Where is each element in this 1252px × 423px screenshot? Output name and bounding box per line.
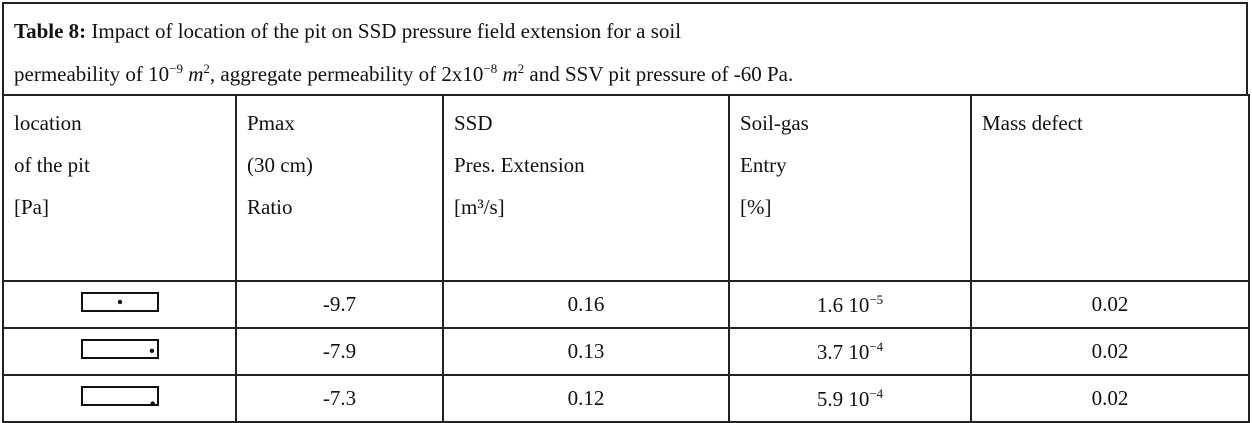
header-text: Soil-gas [740, 111, 809, 135]
data-cell: 0.12 [442, 374, 730, 423]
header-text: [%] [740, 195, 772, 219]
caption-text: and SSV pit pressure of -60 Pa. [524, 62, 794, 86]
caption: Table 8: Impact of location of the pit o… [2, 2, 1248, 94]
header-text: [Pa] [14, 195, 49, 219]
caption-line: permeability of 10−9 m2, aggregate perme… [14, 50, 1236, 93]
caption-line: Table 8: Impact of location of the pit o… [14, 12, 1236, 50]
caption-text: , aggregate permeability of 2x10 [209, 62, 484, 86]
header-text: Mass defect [982, 111, 1083, 135]
header-text: Ratio [247, 195, 293, 219]
data-cell: 0.02 [970, 280, 1250, 329]
caption-text: permeability of 10 [14, 62, 170, 86]
header-text: Pres. Extension [454, 153, 585, 177]
pit-icon-cell [2, 280, 237, 329]
cell-text: 3.7 10 [816, 339, 870, 364]
caption-text: Impact of location of the pit on SSD pre… [91, 19, 682, 43]
data-cell: 0.16 [442, 280, 730, 329]
header-text: [m³/s] [454, 195, 505, 219]
exponent: −4 [869, 338, 884, 354]
data-cell: -7.9 [235, 327, 444, 376]
exponent: −9 [169, 61, 183, 76]
header-cell: Mass defect [970, 94, 1250, 282]
data-cell: 5.9 10−4 [728, 374, 972, 423]
header-cell: location of the pit [Pa] [2, 94, 237, 282]
data-row: -7.9 0.13 3.7 10−4 0.02 [2, 327, 1250, 376]
data-row: -7.3 0.12 5.9 10−4 0.02 [2, 374, 1250, 423]
pit-icon-cell [2, 327, 237, 376]
caption-label: Table 8: [14, 19, 87, 43]
header-text: Entry [740, 153, 787, 177]
data-cell: -9.7 [235, 280, 444, 329]
exponent: −4 [869, 385, 884, 401]
data-cell: -7.3 [235, 374, 444, 423]
table: location of the pit [Pa] Pmax (30 cm) Ratio SS… [2, 94, 1250, 423]
header-row: location of the pit [Pa] Pmax (30 cm) Ratio SS… [2, 94, 1250, 282]
unit: m [497, 62, 518, 86]
cell-text: 1.6 10 [816, 292, 870, 317]
header-cell: SSD Pres. Extension [m³/s] [442, 94, 730, 282]
exponent: −8 [483, 61, 498, 76]
exponent: 2 [517, 61, 525, 76]
pit-icon [80, 385, 159, 406]
data-cell: 3.7 10−4 [728, 327, 972, 376]
data-cell: 0.02 [970, 327, 1250, 376]
data-row: -9.7 0.16 1.6 10−5 0.02 [2, 280, 1250, 329]
header-text: Pmax [247, 111, 295, 135]
pit-icon [80, 338, 159, 359]
exponent: −5 [869, 291, 884, 307]
data-cell: 1.6 10−5 [728, 280, 972, 329]
header-text: SSD [454, 111, 493, 135]
header-text: of the pit [14, 153, 90, 177]
cell-text: 5.9 10 [816, 386, 870, 411]
header-cell: Soil-gas Entry [%] [728, 94, 972, 282]
header-cell: Pmax (30 cm) Ratio [235, 94, 444, 282]
header-text: location [14, 111, 82, 135]
exponent: 2 [203, 61, 210, 76]
pit-icon [80, 291, 159, 312]
unit: m [182, 62, 204, 86]
data-cell: 0.02 [970, 374, 1250, 423]
pit-icon-cell [2, 374, 237, 423]
header-text: (30 cm) [247, 153, 313, 177]
data-cell: 0.13 [442, 327, 730, 376]
